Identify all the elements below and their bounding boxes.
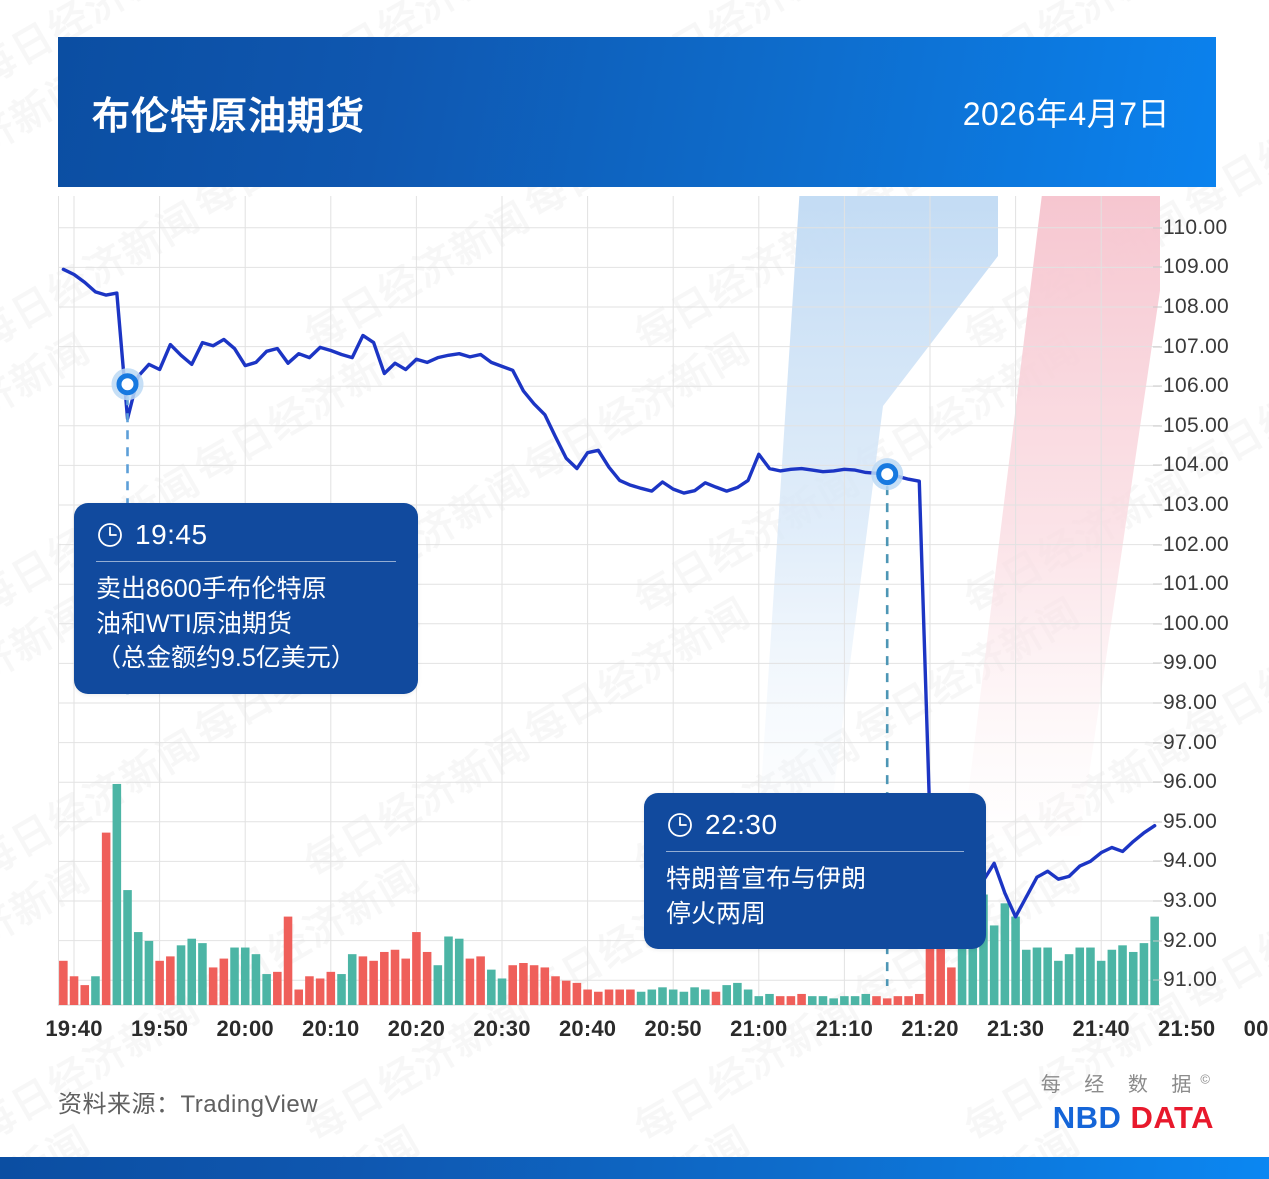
callout-divider [96, 561, 396, 562]
x-axis-label: 20:10 [302, 1016, 360, 1041]
x-axis-label: 00:00 [1243, 1016, 1269, 1041]
x-axis-label: 21:20 [901, 1016, 959, 1041]
y-axis-dash [1153, 781, 1162, 783]
callout-line: 特朗普宣布与伊朗 [666, 865, 867, 893]
x-axis: 19:40 19:50 20:00 20:10 20:20 20:30 20:40 20:50… [45, 1010, 1269, 1054]
y-axis-label: 107.00 [1163, 334, 1230, 358]
y-axis-dash [1153, 821, 1162, 823]
bottom-accent-bar [0, 1157, 1269, 1179]
y-axis-label: 101.00 [1163, 572, 1230, 596]
y-axis-label: 91.00 [1163, 968, 1218, 992]
x-axis-label: 20:00 [216, 1016, 274, 1041]
y-axis-dash [1153, 623, 1162, 625]
y-axis-dash [1153, 346, 1162, 348]
callout-header: 19:45 [96, 519, 396, 561]
y-axis-label: 92.00 [1163, 928, 1218, 952]
source-label: 资料来源：TradingView [58, 1091, 319, 1118]
y-axis-dash [1153, 425, 1162, 427]
callout-header: 22:30 [666, 809, 964, 851]
callout-line: 停火两周 [666, 899, 767, 928]
y-axis-label: 105.00 [1163, 413, 1230, 437]
y-axis-label: 94.00 [1163, 849, 1218, 873]
y-axis-dash [1153, 979, 1162, 981]
callout-time: 22:30 [705, 809, 778, 840]
logo-latin: NBD DATA [1041, 1100, 1214, 1136]
callout-line: 油和WTI原油期货 [96, 609, 292, 638]
x-axis-label: 21:10 [815, 1016, 874, 1041]
y-axis-label: 97.00 [1163, 730, 1218, 754]
callout-line: （总金额约9.5亿美元） [96, 644, 356, 672]
copyright-icon: © [1200, 1071, 1210, 1087]
x-axis-label: 21:40 [1072, 1016, 1130, 1041]
x-axis-label: 20:40 [558, 1016, 617, 1041]
y-axis-dash [1153, 306, 1162, 308]
callout-line: 卖出8600手布伦特原 [96, 575, 327, 603]
y-axis-label: 99.00 [1163, 651, 1218, 675]
callout-body: 卖出8600手布伦特原 油和WTI原油期货 （总金额约9.5亿美元） [96, 572, 396, 676]
annotation-callout-1945: 19:45 卖出8600手布伦特原 油和WTI原油期货 （总金额约9.5亿美元） [74, 503, 418, 694]
logo-chinese: 每 经 数 据© [1041, 1068, 1214, 1097]
chart-plot-area [58, 196, 1160, 1006]
y-axis-label: 93.00 [1163, 888, 1218, 912]
decorative-shapes [758, 196, 1160, 836]
y-axis-label: 95.00 [1163, 809, 1218, 833]
callout-divider [666, 851, 964, 852]
annotation-callout-2230: 22:30 特朗普宣布与伊朗 停火两周 [644, 793, 986, 949]
y-axis-dash [1153, 385, 1162, 387]
y-axis-dash [1153, 266, 1162, 268]
x-axis-label: 21:30 [986, 1016, 1045, 1041]
x-axis-label: 20:50 [644, 1016, 702, 1041]
y-axis-dash [1153, 464, 1162, 466]
callout-time: 19:45 [135, 519, 208, 550]
y-axis: 110.00 109.00 108.00 107.00 106.00 105.00 104.… [1153, 196, 1263, 1006]
y-axis-dash [1153, 940, 1162, 942]
x-axis-label: 19:40 [45, 1016, 103, 1041]
x-axis-label: 21:00 [730, 1016, 788, 1041]
x-axis-label: 19:50 [130, 1016, 189, 1041]
logo-data-text: DATA [1130, 1100, 1214, 1135]
y-axis-dash [1153, 544, 1162, 546]
y-axis-label: 98.00 [1163, 690, 1218, 714]
clock-icon [668, 813, 692, 837]
y-axis-label: 108.00 [1163, 294, 1230, 318]
logo-nbd-text: NBD [1052, 1100, 1122, 1135]
y-axis-label: 100.00 [1163, 611, 1230, 635]
x-axis-label: 21:50 [1158, 1016, 1216, 1041]
clock-icon [98, 523, 122, 547]
y-axis-dash [1153, 742, 1162, 744]
header-date: 2026年4月7日 [962, 96, 1170, 132]
y-axis-label: 96.00 [1163, 770, 1218, 794]
y-axis-label: 106.00 [1163, 374, 1230, 398]
y-axis-label: 104.00 [1163, 453, 1230, 477]
y-axis-label: 110.00 [1163, 215, 1228, 239]
x-axis-label: 20:20 [387, 1016, 446, 1041]
x-axis-label: 20:30 [473, 1016, 531, 1041]
y-axis-dash [1153, 227, 1162, 229]
y-axis-dash [1153, 860, 1162, 862]
y-axis-dash [1153, 504, 1162, 506]
y-axis-dash [1153, 900, 1162, 902]
y-axis-label: 109.00 [1163, 255, 1230, 279]
y-axis-dash [1153, 583, 1162, 585]
page-title: 布伦特原油期货 [92, 95, 366, 138]
y-axis-dash [1153, 702, 1162, 704]
y-axis-dash [1153, 662, 1162, 664]
header-banner: 布伦特原油期货 2026年4月7日 [58, 37, 1216, 187]
callout-body: 特朗普宣布与伊朗 停火两周 [666, 862, 964, 931]
y-axis-label: 103.00 [1163, 492, 1230, 516]
logo-chinese-text: 每 经 数 据 [1040, 1074, 1201, 1096]
y-axis-label: 102.00 [1163, 532, 1230, 556]
nbd-logo: 每 经 数 据© NBD DATA [1041, 1068, 1214, 1136]
